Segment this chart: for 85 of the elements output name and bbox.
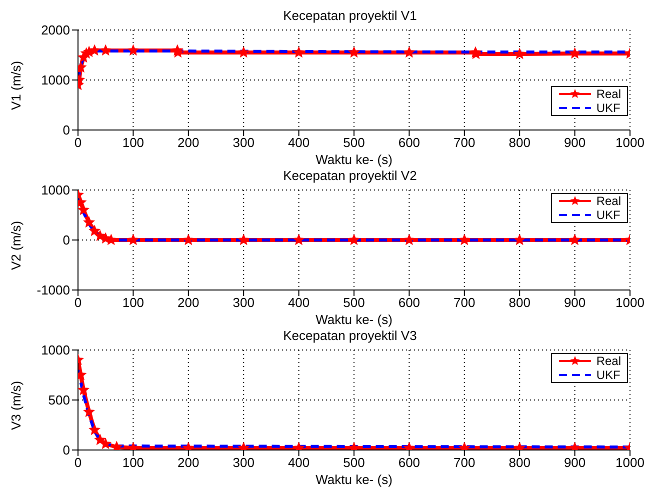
y-axis-title: V3 (m/s) [8,380,24,430]
x-tick-label: 100 [122,135,144,150]
x-tick-label: 1000 [616,455,644,470]
x-tick-label: 600 [398,135,420,150]
y-tick-label: 0 [62,232,70,248]
legend-label: Real [596,87,621,101]
x-tick-label: 400 [288,135,310,150]
point [294,234,304,245]
point [100,45,111,56]
point [348,234,360,245]
point [111,442,122,450]
chart-title: Kecepatan proyektil V3 [282,328,418,344]
y-tick-label: 0 [62,122,70,138]
y-tick-label: 2000 [41,22,70,38]
point [404,47,414,58]
x-tick-label: 800 [508,295,530,310]
x-tick-label: 0 [74,295,82,310]
x-tick-label: 1000 [616,295,644,310]
point [238,47,249,58]
x-tick-label: 300 [232,135,254,150]
chart-title: Kecepatan proyektil V2 [282,168,418,184]
legend-label: UKF [596,208,620,222]
legend-label: UKF [596,368,620,382]
x-tick-label: 200 [178,455,200,470]
point [183,234,194,245]
point [128,234,138,245]
x-tick-label: 300 [232,295,254,310]
x-tick-label: 200 [178,295,200,310]
point [100,438,111,449]
x-tick-label: 700 [454,295,476,310]
x-tick-label: 800 [508,135,530,150]
chart-title: Kecepatan proyektil V1 [282,8,418,24]
point [89,45,100,56]
x-tick-label: 400 [288,295,310,310]
point [106,234,116,245]
x-tick-label: 900 [564,455,586,470]
x-tick-label: 100 [122,295,144,310]
y-tick-label: 1000 [41,342,70,358]
point [84,406,94,417]
point [459,234,470,245]
x-axis-title: Waktu ke- (s) [316,312,392,327]
x-tick-label: 600 [398,455,420,470]
x-tick-label: 700 [454,455,476,470]
x-tick-label: 800 [508,455,530,470]
y-axis-title: V2 (m/s) [8,220,24,270]
x-axis-title: Waktu ke- (s) [316,152,392,167]
point [89,424,100,435]
x-tick-label: 1000 [616,135,644,150]
point [84,217,94,228]
point [404,234,414,245]
legend-label: Real [596,354,621,368]
x-tick-label: 200 [178,135,200,150]
x-tick-label: 0 [74,455,82,470]
point [348,47,360,58]
x-tick-label: 700 [454,135,476,150]
x-tick-label: 400 [288,455,310,470]
legend-label: Real [596,194,621,208]
x-tick-label: 900 [564,295,586,310]
y-tick-label: 0 [62,442,70,458]
x-tick-label: 500 [343,135,365,150]
y-tick-label: 1000 [41,182,70,198]
x-tick-label: 100 [122,455,144,470]
x-tick-label: 500 [343,295,365,310]
point [514,48,525,59]
x-tick-label: 500 [343,455,365,470]
point [78,384,89,395]
legend-label: UKF [596,101,620,115]
point [78,204,89,215]
x-tick-label: 300 [232,455,254,470]
point [570,48,580,58]
point [294,47,304,58]
x-tick-label: 600 [398,295,420,310]
point [94,434,106,445]
point [514,234,525,245]
point [89,226,100,236]
x-tick-label: 0 [74,135,82,150]
point [238,234,249,245]
x-tick-label: 900 [564,135,586,150]
y-axis-title: V1 (m/s) [8,60,24,110]
y-tick-label: 500 [48,392,70,408]
y-tick-label: 1000 [41,72,70,88]
y-tick-label: -1000 [36,282,70,298]
x-axis-title: Waktu ke- (s) [316,472,392,487]
point [570,234,580,245]
point [128,45,138,56]
